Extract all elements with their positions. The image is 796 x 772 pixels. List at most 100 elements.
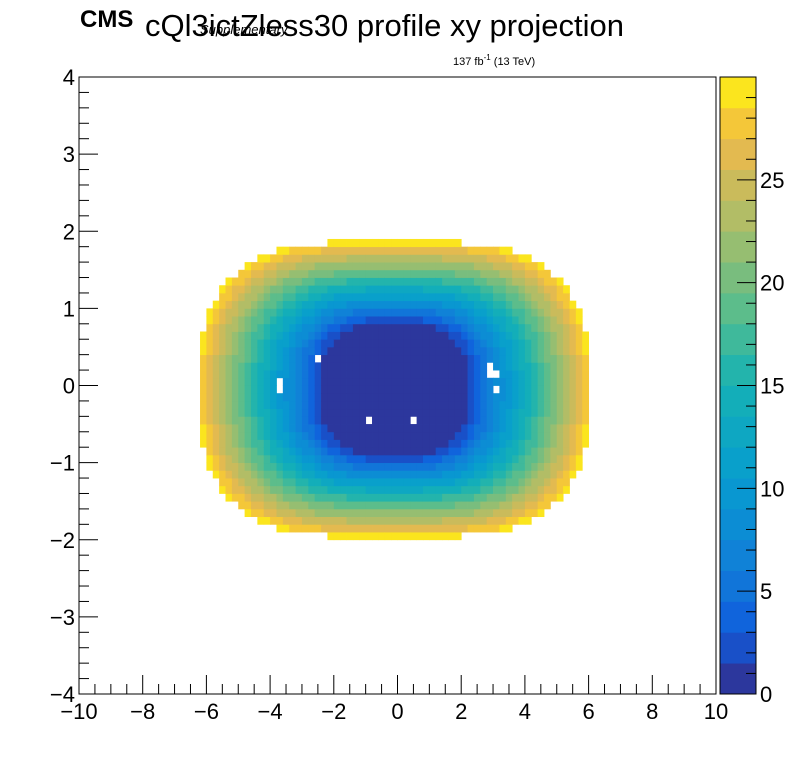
heatmap-cell <box>365 339 373 348</box>
heatmap-cell <box>244 292 252 302</box>
heatmap-cell <box>512 377 519 386</box>
heatmap-cell <box>429 516 437 525</box>
heatmap-cell <box>582 393 589 402</box>
heatmap-cell <box>524 377 532 386</box>
heatmap-cell <box>556 277 564 286</box>
heatmap-cell <box>372 354 379 363</box>
heatmap-cell <box>282 454 290 464</box>
heatmap-cell <box>295 501 303 510</box>
heatmap-cell <box>391 532 398 541</box>
heatmap-cell <box>486 516 494 525</box>
heatmap-cell <box>378 362 386 371</box>
heatmap-cell <box>454 238 462 248</box>
heatmap-cell <box>289 346 296 356</box>
heatmap-cell <box>225 354 233 363</box>
heatmap-cell <box>327 238 335 248</box>
heatmap-cell <box>473 362 481 371</box>
heatmap-cell <box>461 470 468 479</box>
heatmap-cell <box>480 470 488 479</box>
heatmap-cell <box>314 370 322 379</box>
heatmap-cell <box>270 292 277 302</box>
heatmap-cell <box>524 346 532 356</box>
heatmap-cell <box>359 493 367 502</box>
heatmap-cell <box>295 416 303 425</box>
heatmap-cell <box>391 439 398 448</box>
heatmap-cell <box>435 439 443 448</box>
heatmap-cell <box>231 400 239 410</box>
heatmap-cell <box>384 478 392 487</box>
heatmap-cell <box>429 524 437 533</box>
heatmap-cell <box>499 339 507 348</box>
heatmap-cell <box>378 339 386 348</box>
heatmap-cell <box>384 362 392 371</box>
heatmap-cell <box>493 339 500 348</box>
heatmap-cell <box>416 246 424 255</box>
heatmap-cell <box>276 246 284 255</box>
heatmap-cell <box>333 454 341 464</box>
heatmap-cell <box>282 524 290 533</box>
heatmap-cell <box>582 400 589 410</box>
heatmap-cell <box>231 431 239 440</box>
heatmap-cell <box>321 277 328 286</box>
heatmap-cell <box>416 254 424 263</box>
heatmap-cell <box>493 246 500 255</box>
heatmap-cell <box>505 300 513 309</box>
heatmap-cell <box>512 516 519 525</box>
heatmap-cell <box>563 362 570 371</box>
heatmap-cell <box>378 478 386 487</box>
heatmap-cell <box>461 323 468 332</box>
heatmap-cell <box>384 339 392 348</box>
heatmap-cell <box>499 269 507 278</box>
heatmap-cell <box>467 454 475 464</box>
heatmap-cell <box>308 508 316 518</box>
heatmap-cell <box>282 508 290 518</box>
heatmap-cell <box>301 524 309 533</box>
colorbar-level <box>720 77 756 109</box>
heatmap-cell <box>301 454 309 464</box>
heatmap-cell <box>257 447 265 456</box>
heatmap-cell <box>212 370 220 379</box>
colorbar-level <box>720 663 756 695</box>
heatmap-cell <box>321 331 328 340</box>
heatmap-cell <box>461 524 468 533</box>
heatmap-cell <box>537 300 545 309</box>
heatmap-cell <box>250 485 258 494</box>
heatmap-cell <box>480 416 488 425</box>
heatmap-cell <box>314 439 322 448</box>
heatmap-cell <box>544 285 551 294</box>
heatmap-cell <box>429 269 437 278</box>
heatmap-cell <box>244 269 252 278</box>
heatmap-cell <box>429 285 437 294</box>
heatmap-cell <box>352 262 360 271</box>
heatmap-cell <box>346 408 354 417</box>
heatmap-cell <box>289 501 296 510</box>
heatmap-cell <box>333 478 341 487</box>
heatmap-cell <box>384 532 392 541</box>
heatmap-cell <box>276 269 284 278</box>
heatmap-cell <box>512 478 519 487</box>
heatmap-cell <box>282 385 290 394</box>
heatmap-cell <box>212 354 220 363</box>
heatmap-cell <box>276 501 284 510</box>
heatmap-cell <box>276 516 284 525</box>
heatmap-cell <box>295 277 303 286</box>
heatmap-cell <box>282 400 290 410</box>
heatmap-cell <box>473 308 481 317</box>
heatmap-cell <box>219 285 226 294</box>
heatmap-cell <box>448 277 456 286</box>
heatmap-cell <box>359 524 367 533</box>
heatmap-cell <box>537 416 545 425</box>
heatmap-cell <box>473 346 481 356</box>
heatmap-cell <box>225 431 233 440</box>
heatmap-cell <box>512 416 519 425</box>
heatmap-cell <box>569 354 577 363</box>
heatmap-cell <box>372 408 379 417</box>
heatmap-cell <box>429 493 437 502</box>
heatmap-cell <box>225 377 233 386</box>
heatmap-cell <box>486 269 494 278</box>
heatmap-cell <box>422 478 430 487</box>
heatmap-cell <box>518 300 526 309</box>
heatmap-cell <box>308 300 316 309</box>
heatmap-cell <box>429 323 437 332</box>
x-tick-label: −10 <box>60 699 97 724</box>
